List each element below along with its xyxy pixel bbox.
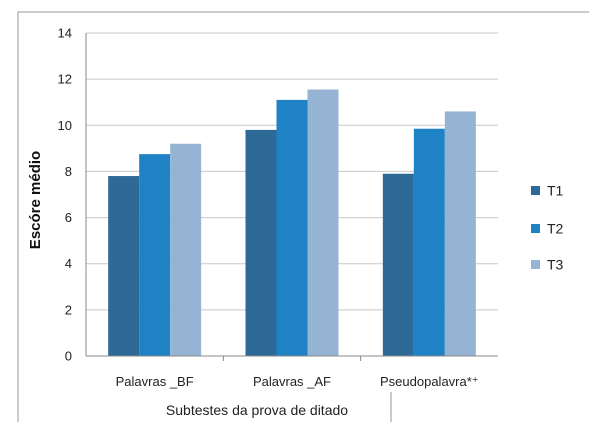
y-tick-label: 2: [65, 302, 72, 317]
y-axis-title: Escóre médio: [27, 151, 44, 249]
legend-label-t1: T1: [547, 183, 564, 199]
x-tick-label: Palavras _BF: [116, 374, 194, 389]
y-tick-label: 8: [65, 164, 72, 179]
bars: [108, 89, 476, 357]
bar-t3-3: [444, 111, 476, 356]
y-tick-label: 12: [58, 72, 72, 87]
y-tick-labels: 0 2 4 6 8 10 12 14: [58, 26, 72, 364]
bar-t2-2: [276, 99, 308, 357]
y-tick-label: 14: [58, 26, 72, 41]
y-tick-label: 6: [65, 210, 72, 225]
bar-t2-3: [413, 128, 445, 356]
legend-swatch-t3: [531, 260, 540, 269]
x-tick-label: Pseudopalavra*⁺: [380, 374, 479, 389]
legend-label-t3: T3: [547, 257, 564, 273]
y-tick-label: 10: [58, 118, 72, 133]
legend-label-t2: T2: [547, 221, 564, 237]
legend-swatch-t2: [531, 224, 540, 233]
bar-t3-2: [307, 89, 339, 357]
legend: T1 T2 T3: [531, 183, 564, 273]
bar-t3-1: [170, 143, 202, 356]
x-tick-labels: Palavras _BF Palavras _AF Pseudopalavra*⁺: [116, 356, 479, 389]
bar-t2-1: [139, 154, 171, 356]
x-axis-title: Subtestes da prova de ditado: [166, 402, 348, 418]
y-tick-label: 0: [65, 349, 72, 364]
y-tick-label: 4: [65, 256, 72, 271]
x-tick-label: Palavras _AF: [253, 374, 331, 389]
bar-t1-3: [382, 173, 414, 356]
chart-border: [17, 11, 589, 422]
bar-t1-2: [245, 129, 277, 356]
legend-swatch-t1: [531, 186, 540, 195]
bar-t1-1: [108, 176, 140, 356]
